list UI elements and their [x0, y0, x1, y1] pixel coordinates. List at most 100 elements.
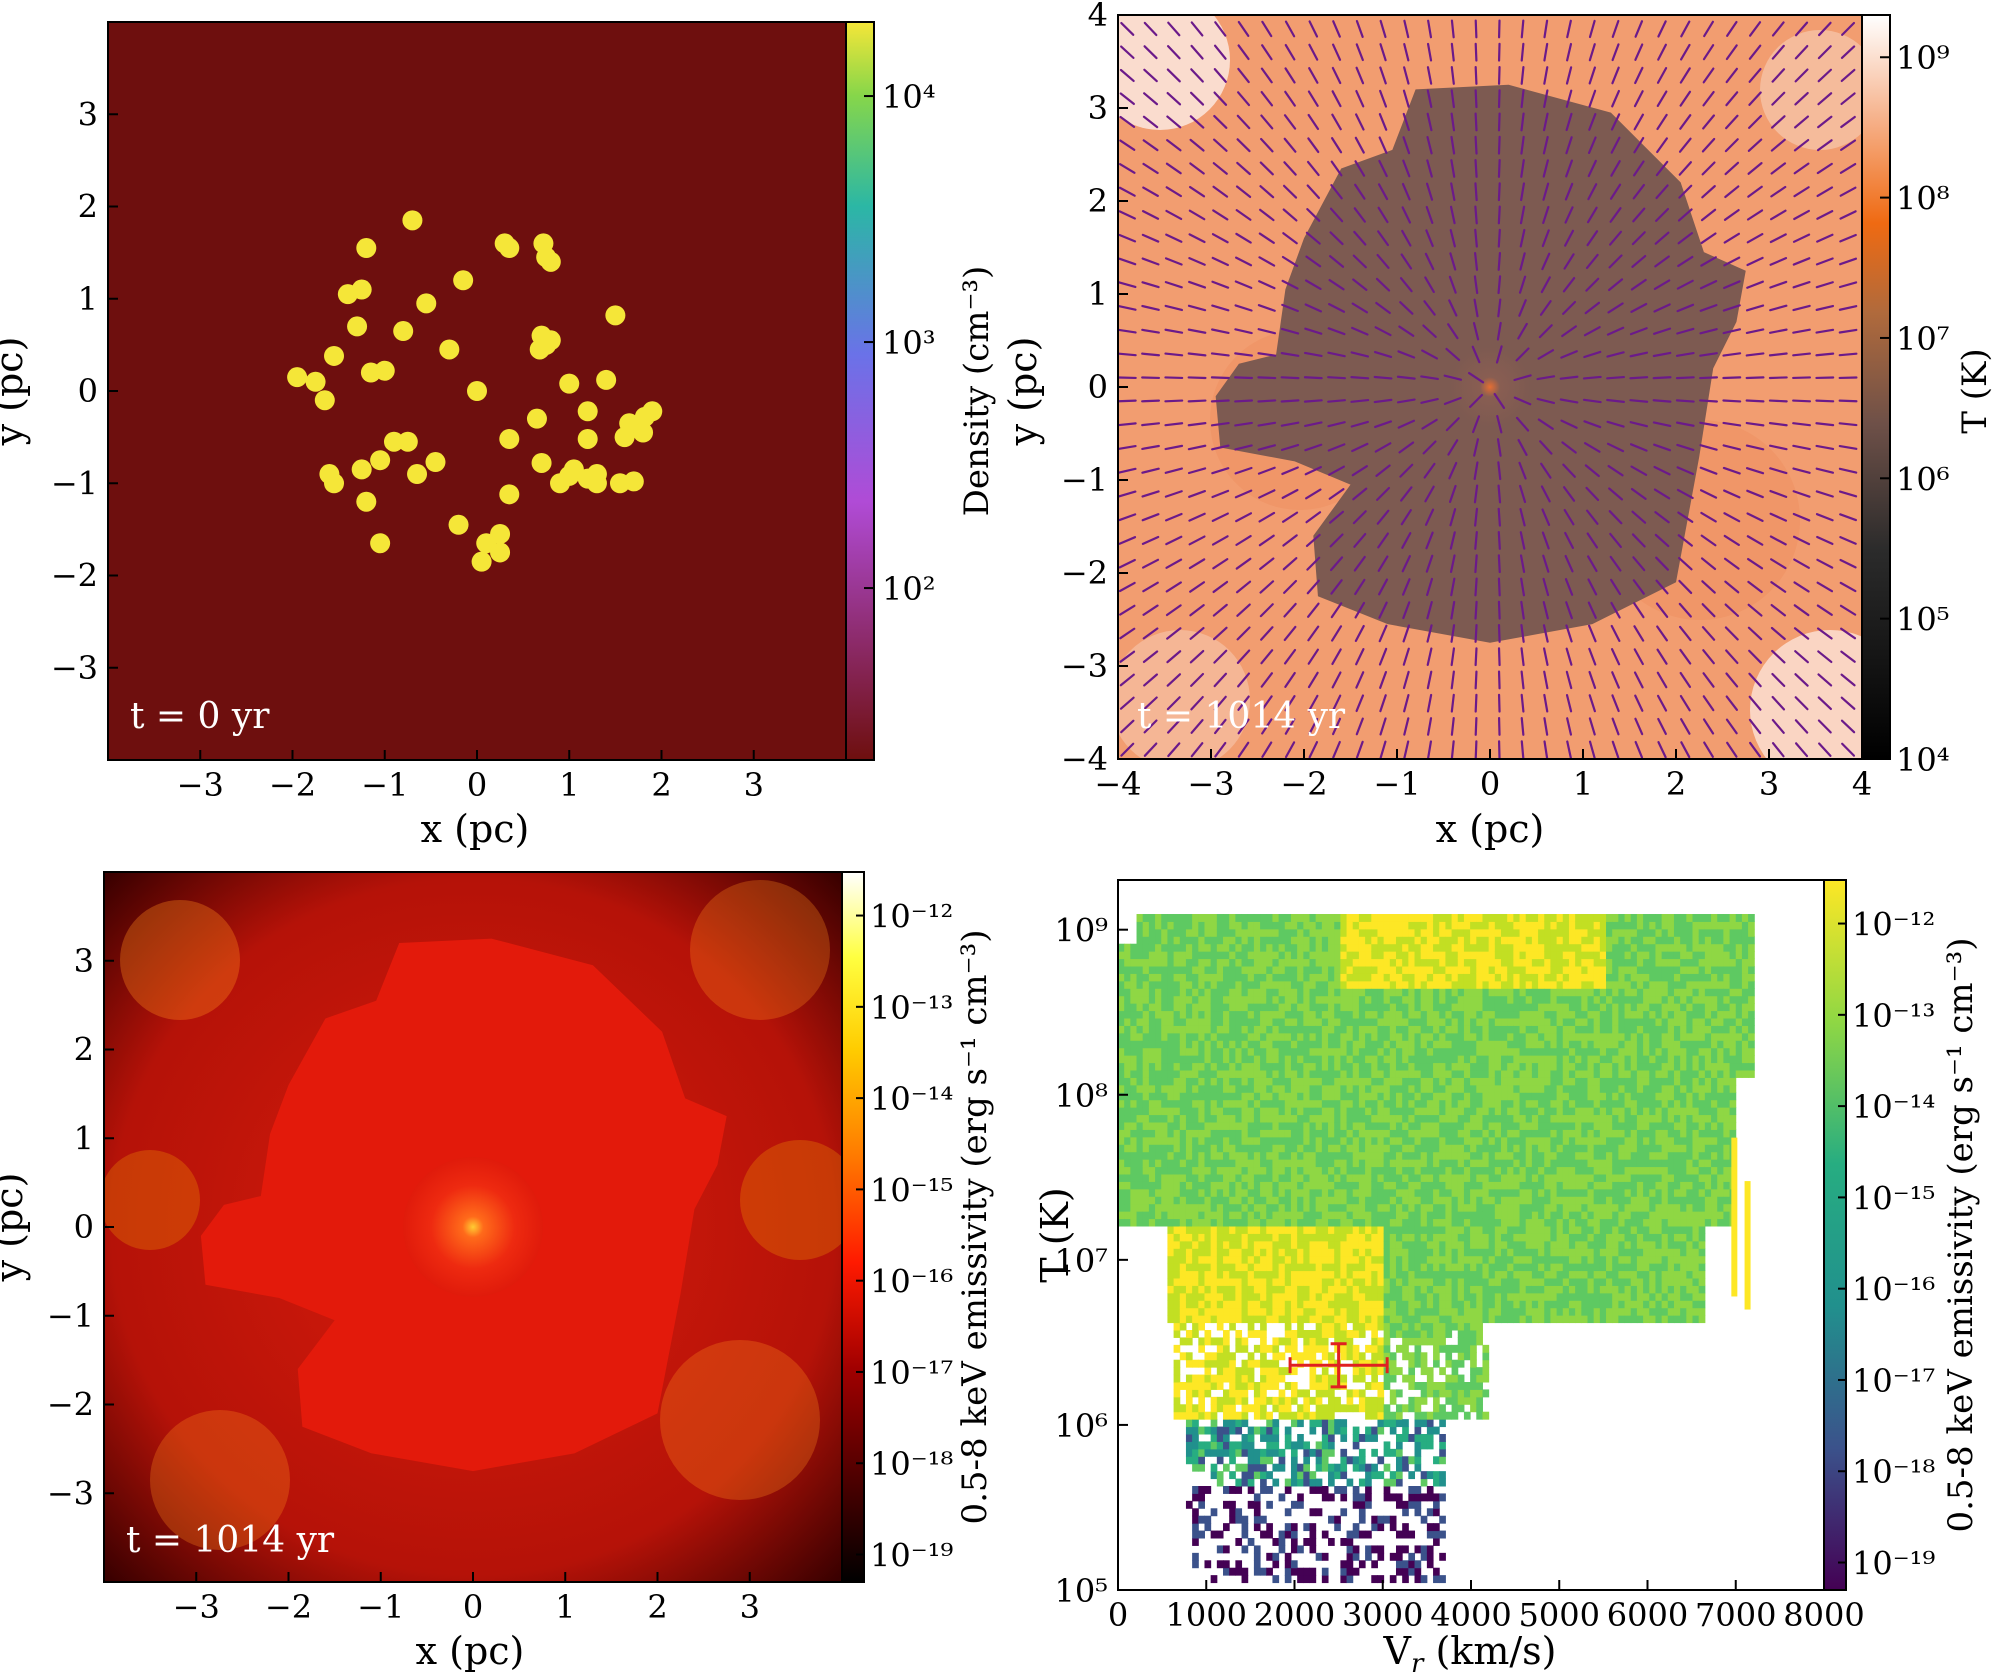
velocity-arrow	[1792, 444, 1811, 451]
histogram-cell	[1210, 1218, 1218, 1227]
histogram-cell	[1433, 1300, 1440, 1309]
histogram-cell	[1204, 1077, 1212, 1086]
histogram-cell	[1309, 1545, 1317, 1554]
histogram-cell	[1185, 914, 1193, 922]
histogram-cell	[1377, 936, 1385, 945]
histogram-cell	[1210, 928, 1218, 937]
histogram-cell	[1420, 1493, 1428, 1502]
histogram-cell	[1260, 1077, 1267, 1086]
histogram-cell	[1371, 1344, 1378, 1353]
velocity-arrow	[1474, 554, 1478, 574]
histogram-cell	[1433, 1456, 1440, 1465]
histogram-cell	[1272, 1233, 1280, 1242]
histogram-cell	[1358, 1448, 1366, 1457]
histogram-cell	[1136, 1188, 1144, 1197]
x-tick-label: 3	[1759, 765, 1779, 803]
histogram-cell	[1297, 1077, 1304, 1086]
histogram-cell	[1445, 980, 1453, 989]
velocity-arrow	[1166, 91, 1182, 106]
clump-point	[448, 514, 469, 535]
histogram-cell	[1358, 1010, 1366, 1019]
velocity-arrow	[1520, 624, 1525, 643]
histogram-cell	[1321, 1114, 1329, 1123]
histogram-cell	[1235, 1567, 1243, 1576]
velocity-arrow	[1726, 741, 1738, 758]
histogram-cell	[1136, 1211, 1144, 1220]
histogram-cell	[1383, 1144, 1391, 1153]
histogram-cell	[1371, 1545, 1378, 1554]
histogram-cell	[1210, 1463, 1218, 1472]
histogram-cell	[1179, 1196, 1187, 1205]
histogram-cell	[1216, 1003, 1224, 1012]
histogram-cell	[1352, 1567, 1360, 1576]
histogram-cell	[1142, 936, 1150, 945]
velocity-arrow	[1403, 717, 1410, 736]
histogram-cell	[1272, 958, 1280, 967]
velocity-arrow	[1143, 673, 1158, 687]
histogram-cell	[1426, 951, 1434, 960]
histogram-cell	[1216, 1322, 1224, 1331]
histogram-cell	[1284, 1307, 1292, 1316]
histogram-cell	[1260, 1226, 1267, 1234]
histogram-cell	[1223, 958, 1230, 967]
colorbar-label: T (K)	[1955, 348, 1995, 433]
histogram-cell	[1247, 1010, 1255, 1019]
velocity-arrow	[1816, 162, 1833, 175]
histogram-cell	[1303, 1040, 1311, 1049]
histogram-cell	[1377, 1575, 1385, 1584]
velocity-arrow	[1165, 209, 1183, 221]
histogram-cell	[1315, 951, 1323, 960]
histogram-cell	[1247, 988, 1255, 997]
histogram-cell	[1439, 1330, 1446, 1338]
histogram-cell	[1229, 988, 1236, 997]
histogram-cell	[1408, 1374, 1416, 1383]
histogram-cell	[1272, 966, 1280, 974]
velocity-arrow	[1542, 159, 1549, 178]
histogram-cell	[1229, 1129, 1236, 1138]
histogram-cell	[1260, 1471, 1267, 1480]
velocity-arrow	[1725, 91, 1739, 107]
velocity-arrow	[1142, 115, 1159, 129]
histogram-cell	[1235, 1307, 1243, 1316]
histogram-cell	[1223, 1166, 1230, 1175]
histogram-cell	[1229, 1144, 1236, 1153]
histogram-cell	[1185, 973, 1193, 982]
histogram-cell	[1328, 1426, 1335, 1435]
histogram-cell	[1192, 1077, 1199, 1086]
histogram-cell	[1124, 1129, 1131, 1138]
velocity-arrow	[1396, 398, 1416, 404]
histogram-cell	[1377, 958, 1385, 967]
histogram-cell	[1395, 1211, 1403, 1220]
velocity-arrow	[1332, 740, 1341, 759]
histogram-cell	[1346, 1396, 1354, 1405]
histogram-cell	[1303, 1344, 1311, 1353]
histogram-cell	[1365, 1478, 1372, 1487]
histogram-cell	[1198, 1278, 1205, 1286]
histogram-cell	[1210, 1203, 1218, 1212]
x-tick-label: 3	[744, 766, 764, 804]
velocity-arrow	[1328, 465, 1345, 476]
velocity-arrow	[1537, 349, 1555, 360]
velocity-arrow	[1141, 352, 1160, 357]
histogram-cell	[1266, 1099, 1273, 1108]
histogram-cell	[1272, 1255, 1280, 1264]
histogram-cell	[1229, 1010, 1236, 1019]
histogram-cell	[1148, 936, 1156, 945]
velocity-arrow	[1769, 233, 1787, 244]
histogram-cell	[1420, 995, 1428, 1004]
histogram-cell	[1179, 1411, 1187, 1420]
histogram-cell	[1303, 1018, 1311, 1026]
velocity-arrow	[1748, 672, 1762, 688]
velocity-arrow	[1497, 461, 1502, 481]
histogram-cell	[1247, 921, 1255, 930]
velocity-arrow	[1839, 162, 1857, 174]
velocity-arrow	[1353, 207, 1366, 223]
velocity-arrow	[1656, 694, 1668, 712]
histogram-cell	[1272, 936, 1280, 945]
velocity-arrow	[1588, 43, 1596, 62]
histogram-cell	[1136, 1003, 1144, 1012]
histogram-cell	[1204, 966, 1212, 974]
histogram-cell	[1315, 1292, 1323, 1301]
histogram-cell	[1173, 1122, 1181, 1130]
histogram-cell	[1395, 1500, 1403, 1509]
